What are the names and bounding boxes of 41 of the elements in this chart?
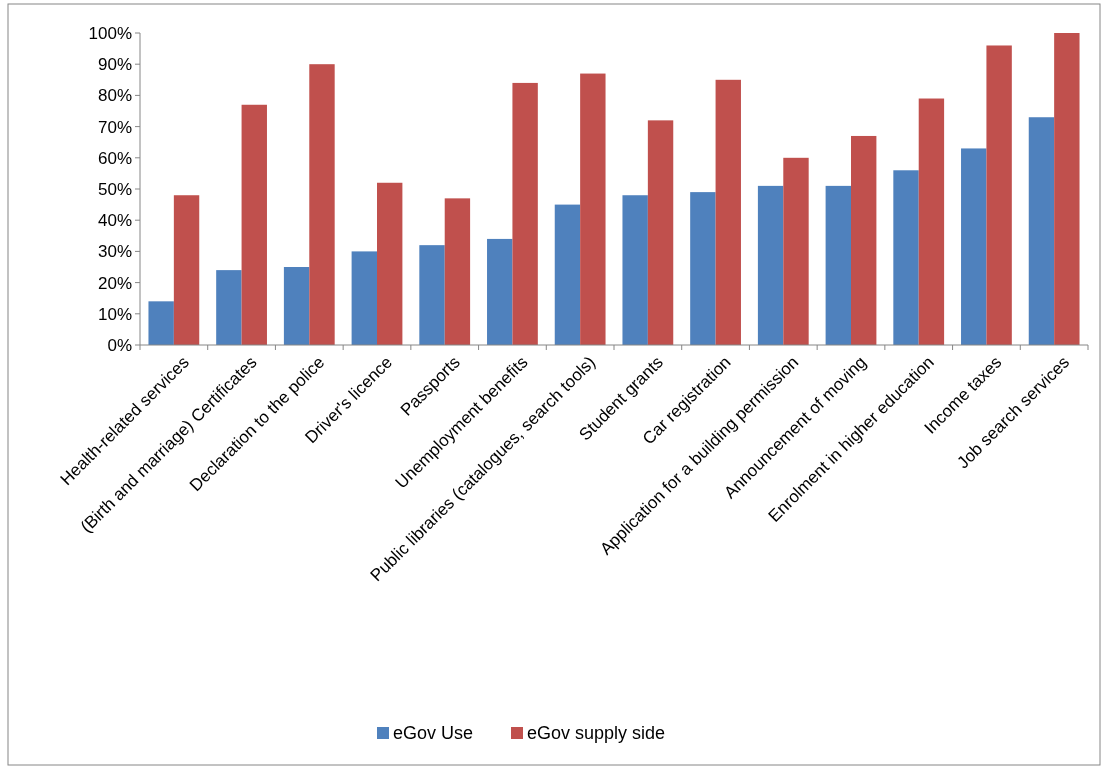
y-tick-label: 30% bbox=[97, 242, 132, 262]
bar bbox=[961, 148, 987, 345]
bar bbox=[512, 82, 538, 345]
bar bbox=[825, 185, 851, 345]
bar bbox=[148, 301, 174, 345]
bar bbox=[283, 267, 310, 345]
bar bbox=[647, 120, 674, 345]
bar bbox=[986, 45, 1012, 345]
bar bbox=[622, 195, 648, 345]
bar bbox=[351, 251, 377, 345]
y-tick-label: 80% bbox=[97, 86, 132, 106]
bar bbox=[554, 204, 581, 345]
bar bbox=[419, 245, 445, 345]
y-tick-label: 40% bbox=[97, 211, 132, 231]
bar bbox=[309, 64, 335, 345]
y-tick-label: 10% bbox=[97, 304, 132, 324]
bar bbox=[757, 185, 784, 345]
bar bbox=[216, 270, 242, 345]
y-tick-label: 100% bbox=[88, 23, 132, 43]
y-tick-label: 60% bbox=[97, 148, 132, 168]
bar bbox=[783, 157, 809, 345]
bar bbox=[715, 79, 741, 345]
bar bbox=[1028, 117, 1055, 345]
bar bbox=[487, 238, 513, 345]
y-tick-label: 50% bbox=[97, 179, 132, 199]
bar bbox=[173, 195, 200, 345]
bar bbox=[893, 170, 919, 345]
bar bbox=[444, 198, 471, 345]
bar bbox=[580, 73, 606, 345]
bar bbox=[377, 182, 403, 345]
bar bbox=[241, 104, 267, 345]
bar bbox=[1054, 33, 1080, 345]
bar bbox=[851, 135, 877, 345]
y-tick-label: 90% bbox=[97, 55, 132, 75]
y-tick-label: 20% bbox=[97, 273, 132, 293]
y-tick-label: 70% bbox=[97, 117, 132, 137]
bar bbox=[690, 192, 716, 345]
y-tick-label: 0% bbox=[107, 335, 132, 355]
legend-label: eGov Use bbox=[393, 723, 474, 744]
bar bbox=[918, 98, 945, 345]
legend-label: eGov supply side bbox=[527, 723, 666, 744]
